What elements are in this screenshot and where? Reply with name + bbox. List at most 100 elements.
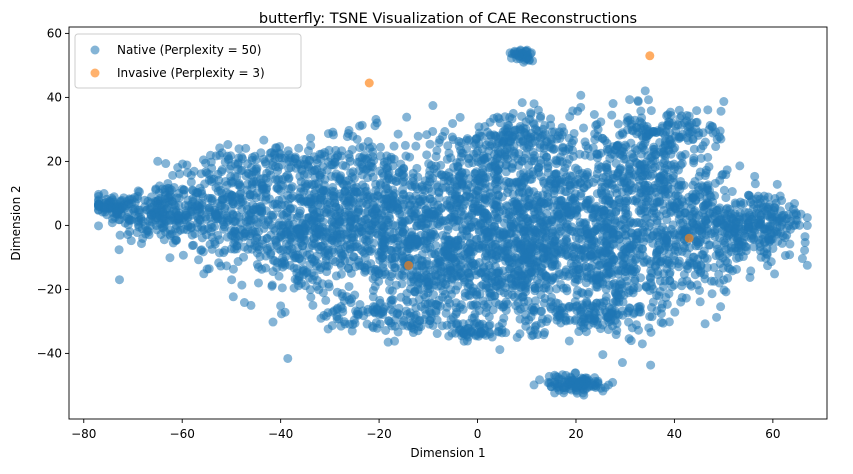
data-point-native — [491, 177, 501, 187]
data-point-native — [561, 236, 571, 246]
data-point-native — [539, 330, 549, 340]
data-point-native — [669, 177, 679, 187]
data-point-native — [403, 236, 413, 246]
data-point-native — [617, 358, 627, 368]
data-point-native — [676, 160, 686, 170]
data-point-native — [481, 308, 491, 318]
data-point-native — [381, 194, 391, 204]
data-point-native — [327, 216, 337, 226]
data-point-native — [362, 236, 372, 246]
data-point-native — [507, 53, 517, 63]
data-point-native — [580, 137, 590, 147]
data-point-native — [133, 205, 143, 215]
data-point-native — [445, 184, 455, 194]
data-point-native — [338, 160, 348, 170]
data-point-native — [657, 199, 667, 209]
data-point-native — [406, 277, 416, 287]
data-point-native — [495, 207, 505, 217]
data-point-native — [763, 192, 773, 202]
data-point-native — [499, 181, 509, 191]
data-point-native — [404, 215, 414, 225]
data-point-native — [390, 321, 400, 331]
data-point-native — [340, 249, 350, 259]
data-point-native — [674, 132, 684, 142]
data-point-native — [703, 105, 713, 115]
data-point-native — [418, 185, 428, 195]
data-point-native — [311, 179, 321, 189]
data-point-native — [219, 210, 229, 220]
data-point-native — [379, 157, 389, 167]
data-point-native — [661, 255, 671, 265]
data-point-native — [609, 200, 619, 210]
data-point-native — [614, 234, 624, 244]
data-point-native — [344, 186, 354, 196]
data-point-native — [622, 276, 632, 286]
data-point-native — [214, 175, 224, 185]
data-point-native — [522, 184, 532, 194]
data-point-native — [518, 212, 528, 222]
data-point-native — [352, 134, 362, 144]
data-point-native — [617, 128, 627, 138]
data-point-native — [259, 135, 269, 145]
data-point-native — [495, 286, 505, 296]
data-point-native — [431, 307, 441, 317]
data-point-native — [352, 182, 362, 192]
data-point-native — [766, 208, 776, 218]
data-point-native — [574, 275, 584, 285]
data-point-native — [576, 227, 586, 237]
data-point-native — [609, 278, 619, 288]
data-point-native — [494, 245, 504, 255]
data-point-native — [336, 302, 346, 312]
data-point-native — [665, 107, 675, 117]
data-point-native — [364, 225, 374, 235]
data-point-native — [626, 241, 636, 251]
data-point-native — [470, 242, 480, 252]
data-point-native — [659, 177, 669, 187]
data-point-native — [262, 245, 272, 255]
data-point-native — [109, 192, 119, 202]
data-point-native — [558, 283, 568, 293]
data-point-native — [247, 177, 257, 187]
data-point-native — [400, 224, 410, 234]
data-point-native — [520, 176, 530, 186]
data-point-native — [183, 195, 193, 205]
data-point-native — [692, 106, 702, 116]
data-point-native — [551, 169, 561, 179]
data-point-native — [550, 236, 560, 246]
data-point-native — [531, 320, 541, 330]
data-point-native — [194, 214, 203, 224]
data-point-native — [593, 150, 603, 160]
data-point-native — [130, 192, 140, 202]
data-point-native — [331, 169, 341, 179]
data-point-native — [420, 304, 430, 314]
data-point-native — [598, 350, 608, 360]
data-point-native — [707, 122, 717, 132]
data-point-native — [800, 238, 810, 248]
data-point-native — [472, 176, 482, 186]
data-point-native — [219, 224, 229, 234]
data-point-native — [564, 207, 574, 217]
data-point-native — [759, 247, 769, 257]
data-point-native — [272, 199, 282, 209]
data-point-native — [712, 312, 722, 322]
data-point-native — [656, 317, 666, 327]
data-point-native — [526, 108, 536, 118]
data-point-native — [549, 257, 559, 267]
data-point-native — [181, 208, 191, 218]
data-point-native — [272, 183, 282, 193]
data-point-native — [316, 313, 326, 323]
data-point-native — [441, 308, 451, 318]
data-point-native — [173, 163, 183, 173]
data-point-native — [301, 220, 311, 230]
data-point-native — [465, 280, 475, 290]
data-point-native — [613, 119, 623, 129]
data-point-native — [640, 171, 650, 181]
data-point-native — [579, 246, 589, 256]
data-point-native — [165, 231, 175, 241]
data-point-native — [284, 157, 294, 167]
data-point-native — [705, 240, 715, 250]
data-point-native — [431, 161, 441, 171]
data-point-native — [413, 270, 423, 280]
data-point-native — [316, 231, 326, 241]
data-point-native — [749, 233, 759, 243]
